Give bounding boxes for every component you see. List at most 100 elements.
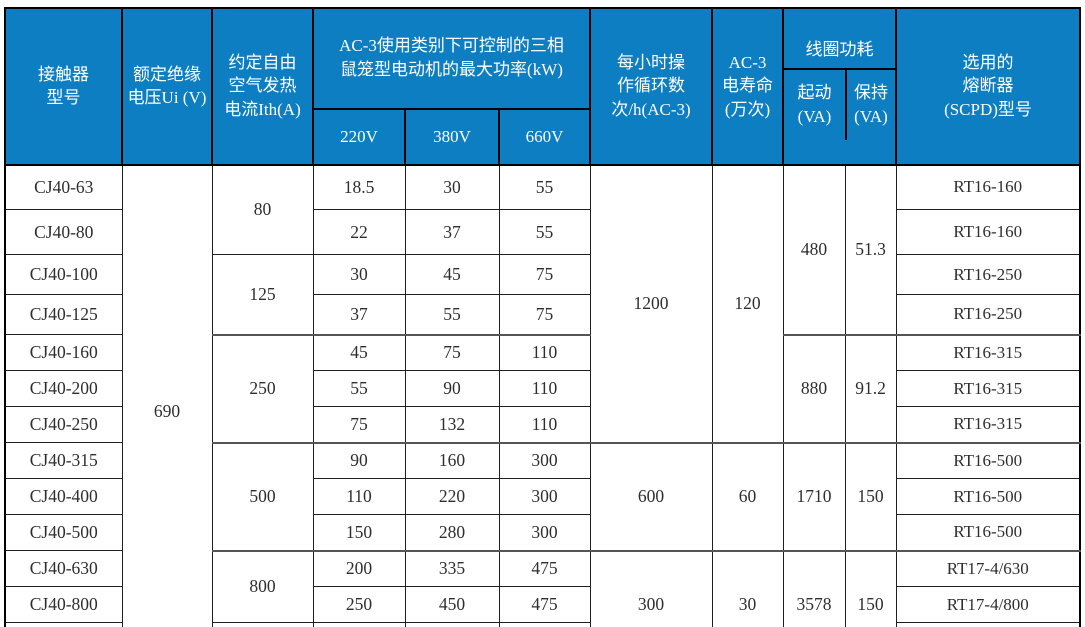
kw-220-cell: 37: [312, 294, 406, 336]
kw-660-cell: 110: [498, 406, 591, 444]
header-row-2: 220V 380V 660V: [5, 107, 1080, 166]
header-electrical-life: AC-3 电寿命 (万次): [711, 7, 784, 166]
header-660v: 660V: [498, 107, 591, 166]
ith-cell: 800: [211, 549, 314, 624]
kw-380-cell: 90: [404, 370, 500, 408]
table-row: CJ40-1000 1000 360 625 475 RT17-4/1250(1…: [4, 622, 1081, 627]
kw-660-cell: 110: [498, 333, 591, 372]
cycles-cell: 1200: [589, 164, 713, 444]
kw-220-cell: 200: [312, 549, 406, 588]
kw-220-cell: 150: [312, 514, 406, 552]
ith-cell: 80: [211, 164, 314, 256]
model-cell: CJ40-500: [4, 514, 123, 552]
kw-660-cell: 110: [498, 370, 591, 408]
model-cell: CJ40-160: [4, 334, 123, 372]
life-cell: 120: [711, 164, 784, 444]
table-row: CJ40-63 690 80 18.5 30 55 1200 120 480 5…: [4, 164, 1081, 627]
fuse-cell: RT17-4/800: [895, 586, 1081, 624]
table-header: 接触器 型号 额定绝缘 电压Ui (V) 约定自由 空气发热 电流Ith(A) …: [4, 7, 1081, 166]
kw-220-cell: 250: [312, 586, 406, 624]
coil-header-split: 起动 (VA) 保持 (VA): [785, 69, 894, 140]
header-rated-voltage: 额定绝缘 电压Ui (V): [121, 7, 213, 166]
header-coil-power: 线圈功耗: [785, 33, 894, 70]
header-coil-power-group: 线圈功耗 起动 (VA) 保持 (VA): [782, 7, 897, 166]
ith-cell: 1000: [211, 622, 314, 627]
kw-220-cell: 45: [312, 333, 406, 372]
kw-660-cell: 300: [498, 514, 591, 552]
kw-380-cell: 132: [404, 406, 500, 444]
kw-660-cell: 300: [498, 441, 591, 480]
fuse-cell: RT16-250: [895, 294, 1081, 336]
header-fuse: 选用的 熔断器 (SCPD)型号: [895, 7, 1081, 166]
coil-hold-cell: 51.3: [844, 164, 897, 336]
fuse-cell: RT16-500: [895, 441, 1081, 480]
kw-220-cell: 90: [312, 441, 406, 480]
fuse-cell: RT16-315: [895, 370, 1081, 408]
model-cell: CJ40-800: [4, 586, 123, 624]
ith-cell: 125: [211, 254, 314, 336]
coil-header-wrap: 线圈功耗 起动 (VA) 保持 (VA): [785, 33, 894, 140]
table-row: CJ40-125 37 55 75 RT16-250: [4, 294, 1081, 336]
kw-380-cell: 37: [404, 209, 500, 256]
fuse-cell: RT16-500: [895, 514, 1081, 552]
coil-hold-cell: 91.2: [844, 333, 897, 444]
table-body: CJ40-63 690 80 18.5 30 55 1200 120 480 5…: [4, 164, 1081, 627]
coil-hold-cell: 150: [844, 549, 897, 627]
header-220v: 220V: [312, 107, 406, 166]
model-cell: CJ40-630: [4, 550, 123, 588]
table-row: CJ40-800 250 450 475 RT17-4/800: [4, 586, 1081, 624]
kw-380-cell: 45: [404, 254, 500, 296]
header-380v: 380V: [404, 107, 500, 166]
kw-220-cell: 110: [312, 478, 406, 516]
kw-660-cell: 55: [498, 164, 591, 211]
kw-380-cell: 75: [404, 333, 500, 372]
table-row: CJ40-250 75 132 110 RT16-315: [4, 406, 1081, 444]
model-cell: CJ40-200: [4, 370, 123, 408]
kw-660-cell: 475: [498, 586, 591, 624]
kw-220-cell: 22: [312, 209, 406, 256]
kw-380-cell: 55: [404, 294, 500, 336]
kw-380-cell: 335: [404, 549, 500, 588]
header-cycles-per-hour: 每小时操 作循环数 次/h(AC-3): [589, 7, 713, 166]
fuse-cell: RT17-4/630: [895, 549, 1081, 588]
kw-220-cell: 360: [312, 622, 406, 627]
fuse-cell: RT16-250: [895, 254, 1081, 296]
table-row: CJ40-400 110 220 300 RT16-500: [4, 478, 1081, 516]
contactor-spec-table: 接触器 型号 额定绝缘 电压Ui (V) 约定自由 空气发热 电流Ith(A) …: [4, 7, 1081, 627]
header-row-1: 接触器 型号 额定绝缘 电压Ui (V) 约定自由 空气发热 电流Ith(A) …: [4, 7, 1081, 166]
header-coil-hold: 保持 (VA): [854, 83, 888, 126]
ith-cell: 250: [211, 333, 314, 444]
model-cell: CJ40-80: [4, 209, 123, 256]
coil-start-cell: 480: [782, 164, 846, 336]
kw-380-cell: 450: [404, 586, 500, 624]
kw-660-cell: 75: [498, 294, 591, 336]
fuse-cell: RT17-4/1250(1000): [895, 622, 1081, 627]
kw-660-cell: 55: [498, 209, 591, 256]
table-row: CJ40-80 22 37 55 RT16-160: [4, 209, 1081, 256]
kw-380-cell: 625: [404, 622, 500, 627]
kw-380-cell: 160: [404, 441, 500, 480]
fuse-cell: RT16-315: [895, 333, 1081, 372]
cycles-cell: 600: [589, 441, 713, 552]
fuse-cell: RT16-315: [895, 406, 1081, 444]
fuse-cell: RT16-160: [895, 209, 1081, 256]
header-model: 接触器 型号: [4, 7, 123, 166]
life-cell: 60: [711, 441, 784, 552]
cycles-cell: 300: [589, 549, 713, 627]
table-row: CJ40-160 250 45 75 110 880 91.2 RT16-315: [4, 333, 1081, 444]
model-cell: CJ40-400: [4, 478, 123, 516]
kw-220-cell: 18.5: [312, 164, 406, 211]
kw-660-cell: 475: [498, 549, 591, 588]
kw-660-cell: 300: [498, 478, 591, 516]
model-cell: CJ40-125: [4, 294, 123, 336]
kw-220-cell: 75: [312, 406, 406, 444]
model-cell: CJ40-100: [4, 254, 123, 296]
kw-380-cell: 30: [404, 164, 500, 211]
model-cell: CJ40-250: [4, 406, 123, 444]
table-row: CJ40-630 800 200 335 475 300 30 3578 150…: [4, 549, 1081, 627]
header-coil-start: 起动 (VA): [785, 69, 847, 140]
fuse-cell: RT16-500: [895, 478, 1081, 516]
fuse-cell: RT16-160: [895, 164, 1081, 211]
coil-start-cell: 1710: [782, 441, 846, 552]
kw-380-cell: 220: [404, 478, 500, 516]
